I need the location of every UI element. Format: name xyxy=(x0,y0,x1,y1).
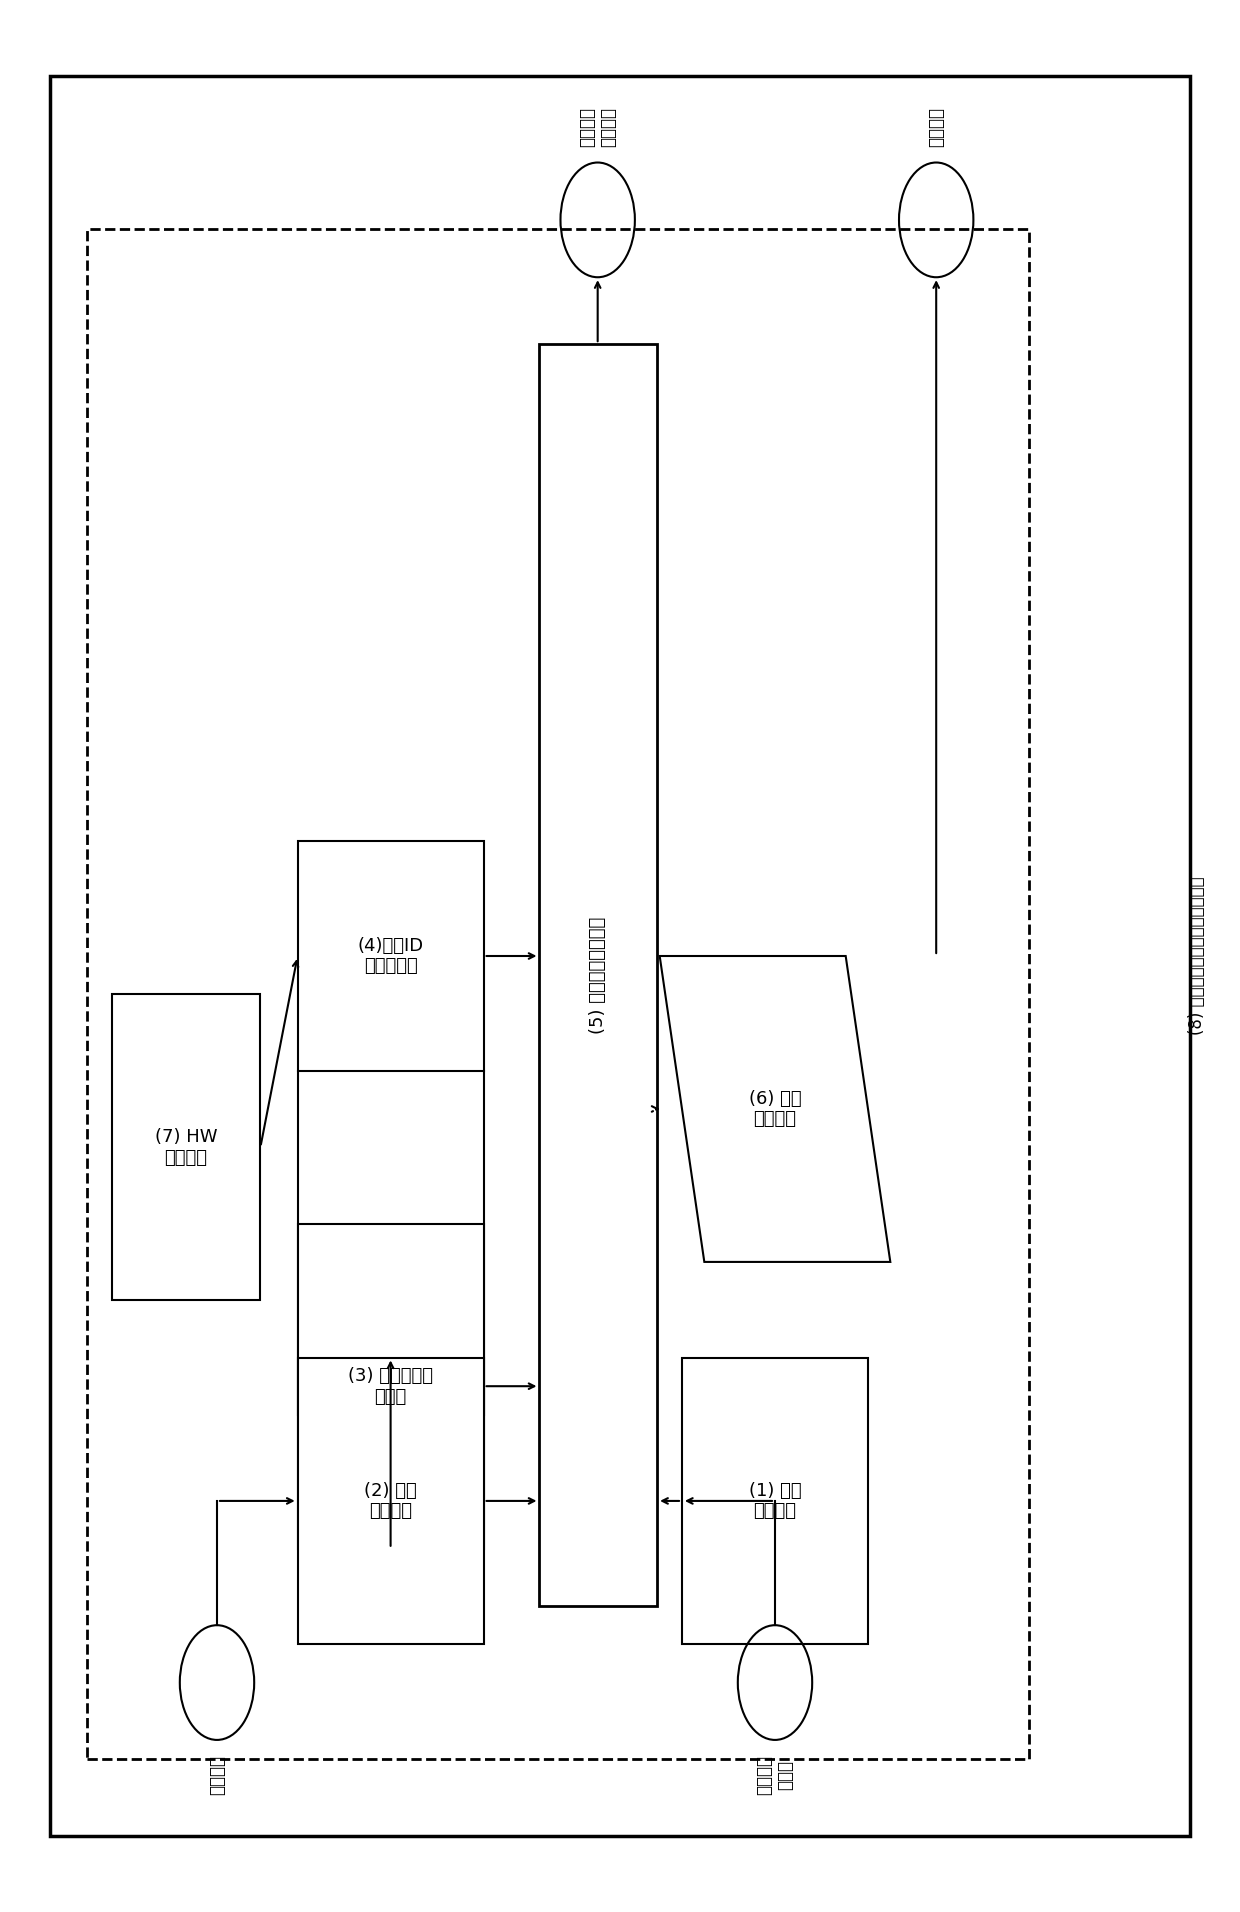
Text: (6) 可靠
核查记录: (6) 可靠 核查记录 xyxy=(749,1090,801,1128)
Text: (7) HW
篡改检测: (7) HW 篡改检测 xyxy=(155,1128,217,1166)
Text: (2) 单向
加密散列: (2) 单向 加密散列 xyxy=(365,1482,417,1520)
FancyBboxPatch shape xyxy=(298,1358,484,1644)
FancyBboxPatch shape xyxy=(682,1358,868,1644)
Text: (1) 可靠
实时时钟: (1) 可靠 实时时钟 xyxy=(749,1482,801,1520)
FancyBboxPatch shape xyxy=(539,344,657,1606)
FancyBboxPatch shape xyxy=(298,1224,484,1549)
Text: (4)设备ID
与加密密钥: (4)设备ID 与加密密钥 xyxy=(357,937,424,975)
Text: 设备核查: 设备核查 xyxy=(928,107,945,147)
Text: 外部时间
同步源: 外部时间 同步源 xyxy=(755,1755,795,1795)
Text: (8) 由于物理芯片封装引起的保护: (8) 由于物理芯片封装引起的保护 xyxy=(1188,878,1205,1034)
Polygon shape xyxy=(660,956,890,1262)
FancyBboxPatch shape xyxy=(298,841,484,1415)
FancyBboxPatch shape xyxy=(112,994,260,1300)
Text: (5) 时间戳证书生成器: (5) 时间戳证书生成器 xyxy=(589,916,608,1034)
Text: (3) 加密随机数
发生器: (3) 加密随机数 发生器 xyxy=(348,1367,433,1405)
Text: 数据输入: 数据输入 xyxy=(208,1755,226,1795)
FancyBboxPatch shape xyxy=(50,76,1190,1836)
Text: 签署的时
间戳证书: 签署的时 间戳证书 xyxy=(578,107,618,147)
